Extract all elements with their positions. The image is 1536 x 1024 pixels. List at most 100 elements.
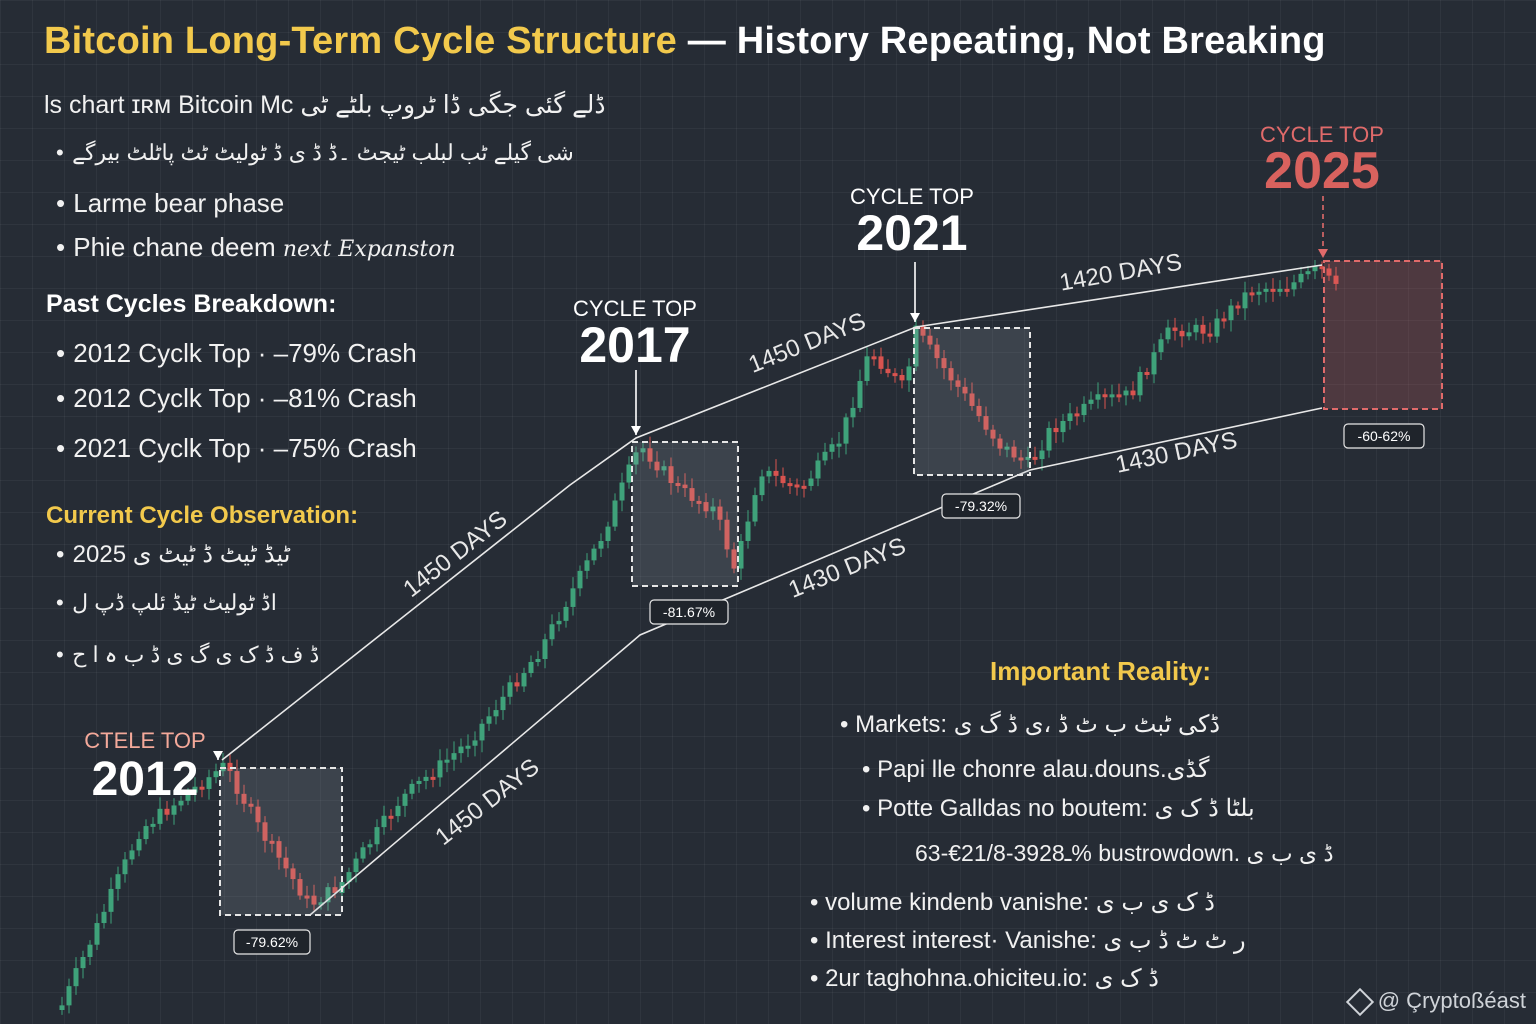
candle-body <box>248 803 254 807</box>
candle-body <box>1200 324 1206 334</box>
lower-trend-line <box>309 407 1323 916</box>
current-cycle-item: • اڈ ٹولیٹ ٹیڈ ئلپ ڈپ ل <box>56 590 277 615</box>
candle-body <box>871 356 877 360</box>
cycle-days-label: 1450 DAYS <box>745 307 870 378</box>
drawdown-label-box <box>649 599 729 625</box>
candle-body <box>269 840 275 844</box>
cycle-top-label: CYCLE TOP <box>573 296 697 321</box>
past-cycle-item: • 2012 Cyclk Top · –81% Crash <box>56 383 417 413</box>
candle-body <box>1235 305 1241 309</box>
candle-body <box>150 823 156 827</box>
page-title: Bitcoin Long-Term Cycle Structure — Hist… <box>44 20 1326 63</box>
candle-body <box>626 464 632 483</box>
candle-body <box>584 560 590 571</box>
candle-body <box>353 858 359 873</box>
drawdown-label: -79.62% <box>246 934 298 950</box>
drawdown-label: -60-62% <box>1358 428 1411 444</box>
intro-bullet-3: • Phie chane deem next Expanston <box>56 232 456 262</box>
past-cycle-item: • 2021 Cyclk Top · –75% Crash <box>56 433 417 463</box>
candle-body <box>80 957 86 969</box>
candle-body <box>192 786 198 793</box>
candle-body <box>514 682 520 687</box>
candle-body <box>619 482 625 501</box>
candle-body <box>528 661 534 674</box>
candle-body <box>73 968 79 987</box>
cycle-days-label: 1430 DAYS <box>1113 427 1240 479</box>
candle-body <box>458 746 464 754</box>
candle-body <box>1228 305 1234 321</box>
candle-body <box>346 872 352 883</box>
candle-body <box>1333 275 1339 284</box>
upper-trend-line <box>221 264 1323 761</box>
candle-body <box>108 888 114 912</box>
candle-body <box>703 502 709 512</box>
candle-body <box>962 386 968 394</box>
candle-body <box>850 407 856 418</box>
candle-body <box>409 783 415 794</box>
candle-body <box>500 696 506 711</box>
candle-body <box>507 682 513 697</box>
candle-body <box>493 710 499 717</box>
candle-body <box>766 470 772 477</box>
cycle-top-year: 2025 <box>1264 142 1380 200</box>
title-rest: — History Repeating, Not Breaking <box>676 20 1326 62</box>
candle-body <box>542 639 548 660</box>
candle-body <box>1095 394 1101 400</box>
reality-item: • Potte Galldas no boutem: بلٹا ڈ ک ی <box>862 795 1255 822</box>
candle-body <box>388 815 394 819</box>
candle-body <box>1179 330 1185 337</box>
candle-body <box>1123 390 1129 396</box>
binance-logo-icon <box>1345 988 1374 1017</box>
candle-body <box>1067 413 1073 421</box>
candle-body <box>717 506 723 520</box>
candle-body <box>1109 394 1115 398</box>
intro-bullet-2: • Larme bear phase <box>56 188 285 218</box>
drawdown-label: -81.67% <box>663 604 715 620</box>
candle-body <box>1270 288 1276 292</box>
candle-body <box>332 887 338 893</box>
past-cycles-heading: Past Cycles Breakdown: <box>46 290 337 318</box>
candle-body <box>822 451 828 461</box>
candle-body <box>304 895 310 899</box>
candle-body <box>143 826 149 840</box>
candle-body <box>829 444 835 452</box>
candle-body <box>367 844 373 848</box>
candle-body <box>213 771 219 778</box>
candle-body <box>1081 403 1087 416</box>
candle-body <box>1144 372 1150 376</box>
candle-body <box>773 470 779 476</box>
candle-body <box>1291 282 1297 290</box>
candle-body <box>66 986 72 1006</box>
cycle-top-year: 2021 <box>856 205 967 261</box>
candle-body <box>1039 450 1045 460</box>
candle-body <box>1298 273 1304 283</box>
candle-body <box>1207 333 1213 337</box>
candle-body <box>297 879 303 896</box>
candle-body <box>710 506 716 512</box>
reality-item: • volume kindenb vanishe: ڈ ک ی ب ی <box>810 889 1215 916</box>
reality-item: • 2ur taghohna.ohicitеu.io: ڈ ک ی <box>810 965 1159 992</box>
candle-body <box>122 859 128 875</box>
candle-body <box>136 839 142 851</box>
cycle-top-label: CTELE TOP <box>84 728 205 753</box>
cycle-top-label: CYCLE TOP <box>1260 122 1384 147</box>
candle-body <box>605 526 611 542</box>
candle-body <box>1242 292 1248 309</box>
candle-body <box>759 476 765 496</box>
candle-body <box>521 673 527 687</box>
candle-body <box>1102 394 1108 398</box>
candle-body <box>360 847 366 859</box>
candle-body <box>696 500 702 504</box>
candle-body <box>969 393 975 406</box>
candle-body <box>899 375 905 381</box>
candle-body <box>808 478 814 486</box>
candle-body <box>1172 327 1178 331</box>
candle-body <box>157 808 163 824</box>
candle-body <box>913 325 919 367</box>
candle-body <box>255 806 261 823</box>
candle-body <box>1025 456 1031 460</box>
drawdown-label: -79.32% <box>955 498 1007 514</box>
candle-body <box>59 1005 65 1010</box>
candle-body <box>1326 268 1332 276</box>
